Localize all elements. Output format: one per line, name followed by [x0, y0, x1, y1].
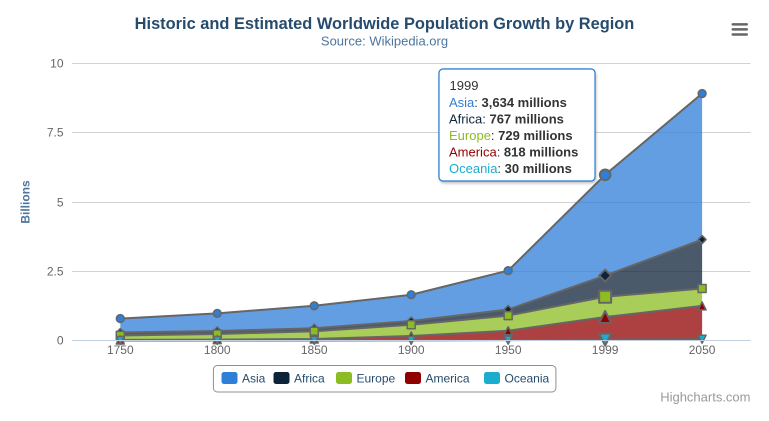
svg-text:Europe: Europe [357, 372, 396, 386]
svg-text:Oceania: 30 millions: Oceania: 30 millions [449, 161, 572, 176]
svg-text:2050: 2050 [689, 343, 716, 357]
svg-text:Historic and Estimated Worldwi: Historic and Estimated Worldwide Populat… [135, 15, 635, 33]
svg-text:2.5: 2.5 [47, 265, 64, 279]
svg-text:Africa: 767 millions: Africa: 767 millions [449, 111, 564, 126]
svg-text:1750: 1750 [107, 343, 134, 357]
svg-text:10: 10 [50, 57, 64, 71]
svg-text:0: 0 [57, 334, 64, 348]
svg-text:Source: Wikipedia.org: Source: Wikipedia.org [321, 34, 448, 49]
svg-text:Europe: 729 millions: Europe: 729 millions [449, 128, 573, 143]
svg-text:Oceania: Oceania [505, 372, 550, 386]
svg-text:America: America [426, 372, 470, 386]
svg-text:Highcharts.com: Highcharts.com [660, 390, 750, 405]
svg-text:5: 5 [57, 196, 64, 210]
svg-text:Billions: Billions [19, 180, 33, 224]
svg-text:Asia: 3,634 millions: Asia: 3,634 millions [449, 95, 567, 110]
svg-text:Africa: Africa [294, 372, 325, 386]
svg-text:1900: 1900 [398, 343, 425, 357]
svg-text:7.5: 7.5 [47, 126, 64, 140]
svg-text:1999: 1999 [592, 343, 619, 357]
svg-text:America: 818 millions: America: 818 millions [449, 144, 578, 159]
svg-text:1800: 1800 [204, 343, 231, 357]
svg-text:1999: 1999 [450, 78, 479, 93]
svg-text:Asia: Asia [242, 372, 266, 386]
svg-text:1850: 1850 [301, 343, 328, 357]
svg-text:1950: 1950 [495, 343, 522, 357]
